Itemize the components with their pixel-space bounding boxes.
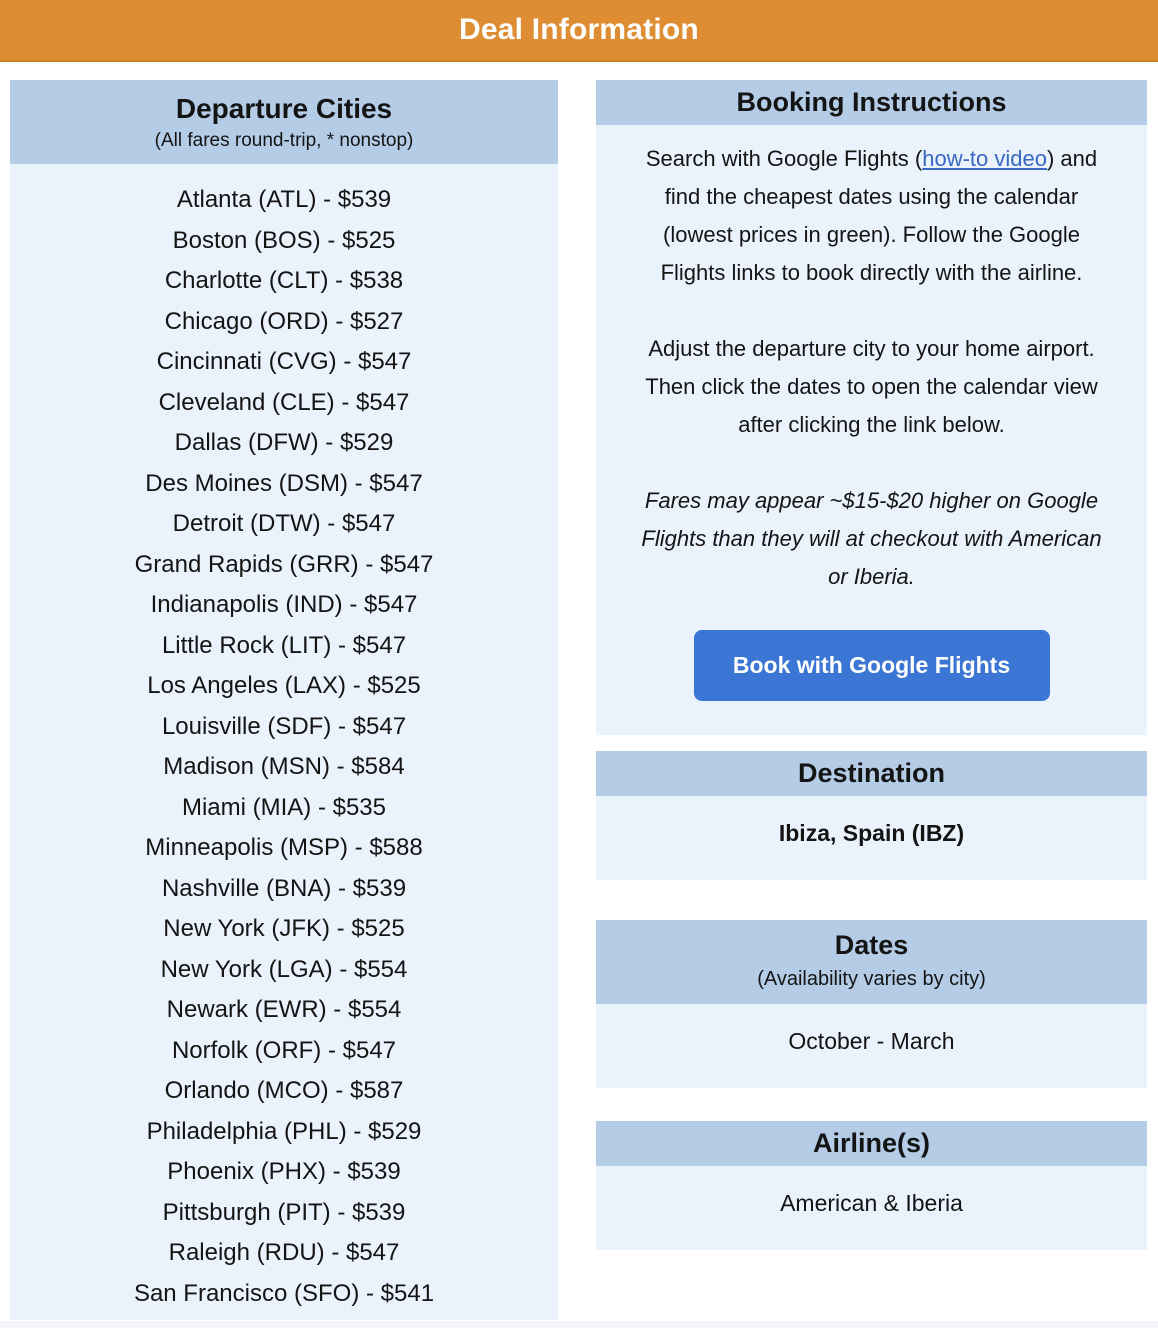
departure-city-item: Minneapolis (MSP) - $588	[145, 834, 423, 861]
booking-fare-note: Fares may appear ~$15-$20 higher on Goog…	[641, 488, 1102, 589]
destination-panel: Destination Ibiza, Spain (IBZ)	[596, 751, 1147, 880]
content-columns: Departure Cities (All fares round-trip, …	[0, 62, 1158, 1320]
departure-city-item: Dallas (DFW) - $529	[174, 429, 394, 456]
departure-city-list: Atlanta (ATL) - $539 Boston (BOS) - $525 C…	[10, 180, 558, 1314]
departure-cities-header: Departure Cities (All fares round-trip, …	[10, 80, 558, 164]
departure-city-item: Atlanta (ATL) - $539	[176, 186, 392, 213]
departure-city-item: Raleigh (RDU) - $547	[168, 1239, 400, 1266]
airlines-panel: Airline(s) American & Iberia	[596, 1121, 1147, 1250]
airlines-header: Airline(s)	[596, 1121, 1147, 1166]
page-title: Deal Information	[459, 13, 699, 46]
dates-panel: Dates (Availability varies by city) Octo…	[596, 920, 1147, 1088]
departure-city-item: New York (JFK) - $525	[163, 915, 405, 942]
booking-paragraph-1: Search with Google Flights (how-to video…	[634, 140, 1109, 292]
right-column: Booking Instructions Search with Google …	[596, 80, 1147, 1250]
booking-instructions-title: Booking Instructions	[736, 87, 1007, 117]
deal-information-banner: Deal Information	[0, 0, 1158, 62]
dates-header: Dates (Availability varies by city)	[596, 920, 1147, 1004]
destination-header: Destination	[596, 751, 1147, 796]
destination-value: Ibiza, Spain (IBZ)	[596, 796, 1147, 880]
departure-city-item: New York (LGA) - $554	[160, 955, 408, 983]
departure-cities-title: Departure Cities	[175, 93, 393, 124]
booking-paragraph-1-start: Search with Google Flights (	[645, 146, 923, 171]
departure-city-item: Philadelphia (PHL) - $529	[146, 1117, 422, 1145]
departure-city-item: Los Angeles (LAX) - $525	[147, 672, 421, 699]
departure-city-item: Norfolk (ORF) - $547	[171, 1036, 397, 1064]
departure-city-item: Nashville (BNA) - $539	[161, 874, 407, 902]
destination-title: Destination	[797, 758, 945, 788]
airlines-title: Airline(s)	[812, 1128, 931, 1158]
departure-city-item: Cleveland (CLE) - $547	[158, 388, 410, 416]
dates-value: October - March	[596, 1004, 1147, 1088]
book-with-google-flights-button[interactable]: Book with Google Flights	[693, 630, 1050, 701]
airlines-value: American & Iberia	[596, 1166, 1147, 1250]
departure-city-item: Boston (BOS) - $525	[172, 226, 396, 254]
departure-city-item: Indianapolis (IND) - $547	[150, 591, 418, 618]
departure-cities-body: Atlanta (ATL) - $539 Boston (BOS) - $525 C…	[10, 164, 558, 1320]
departure-city-item: Pittsburgh (PIT) - $539	[162, 1198, 406, 1226]
departure-city-item: Detroit (DTW) - $547	[172, 510, 396, 537]
departure-city-item: Miami (MIA) - $535	[181, 793, 387, 821]
departure-city-item: Madison (MSN) - $584	[163, 753, 405, 780]
departure-city-item: Louisville (SDF) - $547	[161, 712, 407, 740]
booking-instructions-header: Booking Instructions	[596, 80, 1147, 125]
departure-city-item: Des Moines (DSM) - $547	[145, 469, 423, 497]
how-to-video-link[interactable]: how-to video	[922, 146, 1047, 171]
booking-instructions-body: Search with Google Flights (how-to video…	[596, 125, 1147, 735]
page-bottom-strip	[0, 1321, 1158, 1328]
booking-paragraph-1-end: ) and find the cheapest dates using the …	[660, 146, 1098, 285]
departure-city-item: Newark (EWR) - $554	[166, 996, 402, 1023]
departure-city-item: Grand Rapids (GRR) - $547	[134, 550, 434, 578]
departure-cities-panel: Departure Cities (All fares round-trip, …	[10, 80, 558, 1320]
departure-city-item: Chicago (ORD) - $527	[164, 307, 404, 335]
booking-instructions-panel: Booking Instructions Search with Google …	[596, 80, 1147, 735]
departure-city-item: Cincinnati (CVG) - $547	[156, 348, 412, 375]
departure-city-item: Orlando (MCO) - $587	[164, 1077, 404, 1104]
dates-title: Dates	[834, 930, 909, 960]
departure-cities-subtitle: (All fares round-trip, * nonstop)	[154, 130, 414, 151]
departure-city-item: San Francisco (SFO) - $541	[133, 1279, 435, 1307]
departure-city-item: Little Rock (LIT) - $547	[161, 631, 407, 659]
departure-city-item: Phoenix (PHX) - $539	[167, 1158, 401, 1185]
booking-paragraph-2: Adjust the departure city to your home a…	[645, 336, 1098, 437]
departure-city-item: Charlotte (CLT) - $538	[164, 267, 404, 294]
dates-subtitle: (Availability varies by city)	[757, 968, 986, 990]
